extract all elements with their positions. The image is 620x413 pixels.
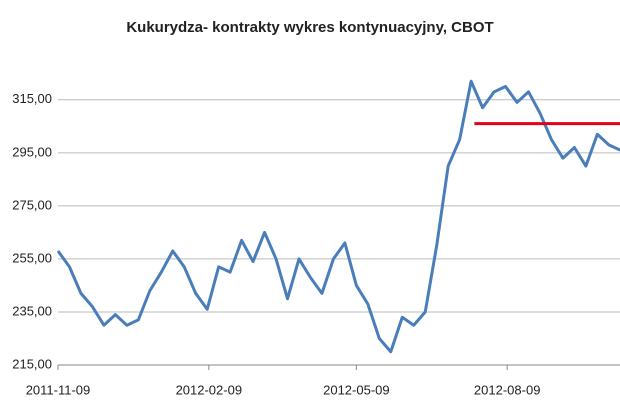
y-tick-label: 255,00 xyxy=(12,250,52,265)
y-tick-label: 235,00 xyxy=(12,303,52,318)
x-tick-label: 2012-02-09 xyxy=(176,382,243,397)
y-tick-label: 215,00 xyxy=(12,356,52,371)
y-tick-label: 315,00 xyxy=(12,91,52,106)
x-tick-label: 2012-08-09 xyxy=(474,382,541,397)
x-tick-label: 2011-11-09 xyxy=(26,382,91,397)
y-tick-label: 275,00 xyxy=(12,197,52,212)
chart-title: Kukurydza- kontrakty wykres kontynuacyjn… xyxy=(126,19,493,36)
x-tick-label: 2012-05-09 xyxy=(323,382,390,397)
y-tick-label: 295,00 xyxy=(12,144,52,159)
data-line xyxy=(56,79,620,354)
